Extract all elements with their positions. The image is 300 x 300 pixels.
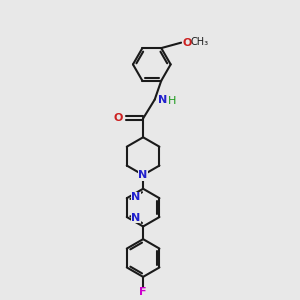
- Text: O: O: [183, 38, 192, 48]
- Text: N: N: [158, 94, 167, 105]
- Text: N: N: [131, 213, 140, 223]
- Text: N: N: [139, 170, 148, 180]
- Text: F: F: [140, 287, 147, 297]
- Text: CH₃: CH₃: [191, 37, 209, 47]
- Text: H: H: [168, 96, 176, 106]
- Text: O: O: [113, 113, 123, 123]
- Text: N: N: [131, 193, 140, 202]
